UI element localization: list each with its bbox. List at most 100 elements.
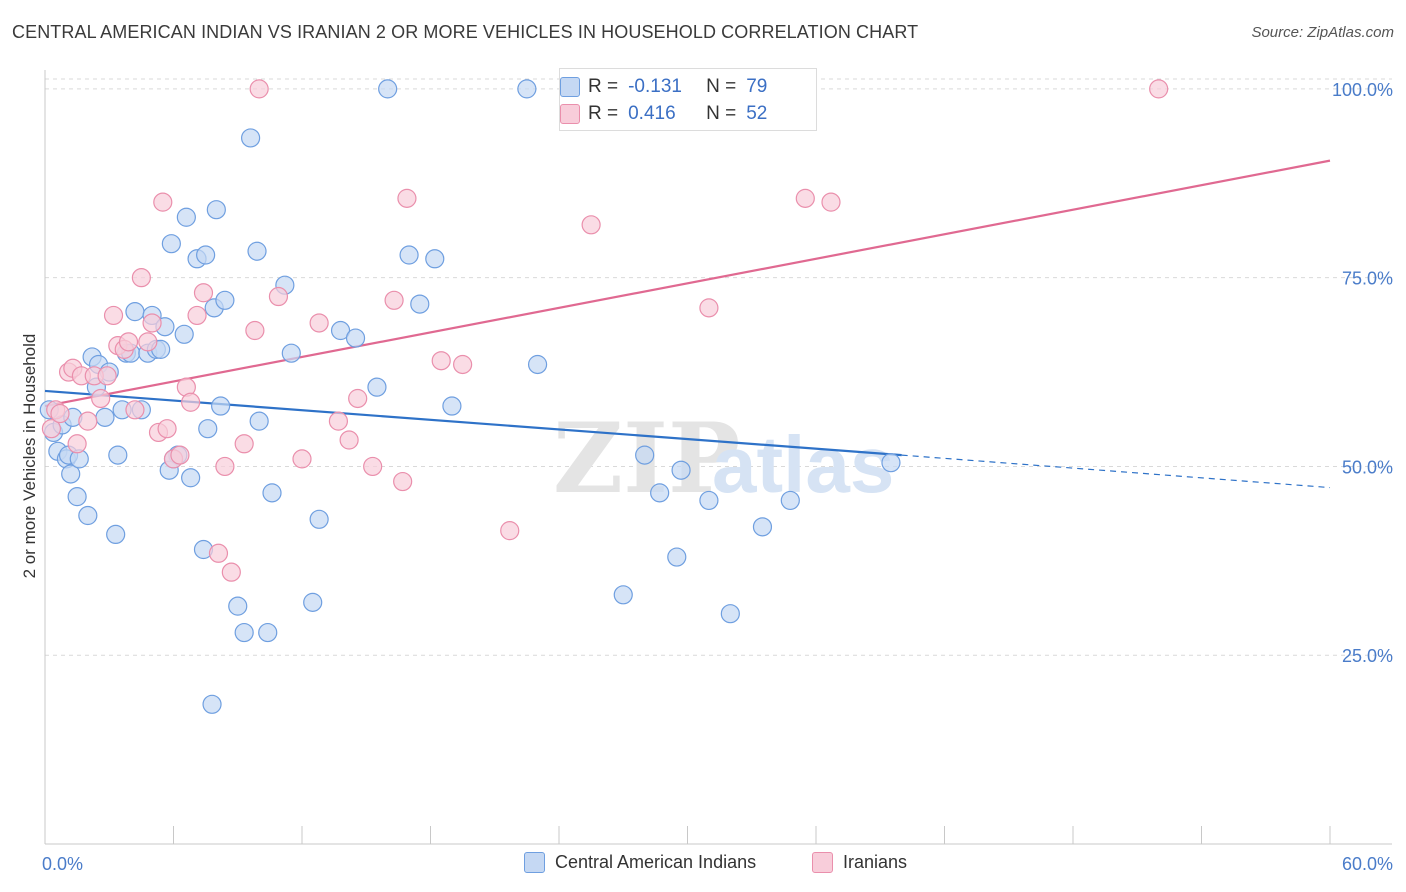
point-central-american <box>650 483 670 503</box>
point-iranian <box>125 400 145 420</box>
y-tick-label: 100.0% <box>1332 80 1393 100</box>
point-iranian <box>384 290 404 310</box>
point-central-american <box>720 604 740 624</box>
point-central-american <box>309 509 329 529</box>
y-axis-label: 2 or more Vehicles in Household <box>20 334 39 579</box>
point-iranian <box>208 543 229 563</box>
point-iranian <box>91 388 111 409</box>
series-legend-iranians: Iranians <box>812 852 907 873</box>
point-central-american <box>635 445 655 465</box>
legend-n-value: 52 <box>746 103 768 124</box>
correlation-legend: R = -0.131 N = 79 R = 0.416 N = 52 <box>559 68 817 131</box>
point-iranian <box>138 332 158 352</box>
point-central-american <box>378 79 398 99</box>
point-iranian <box>153 192 173 212</box>
point-iranian <box>328 411 349 431</box>
point-iranian <box>221 562 241 582</box>
point-central-american <box>211 396 231 416</box>
series-legend-label: Iranians <box>843 852 908 872</box>
point-central-american <box>161 234 181 254</box>
point-iranian <box>67 434 87 454</box>
trendline-extension-central-american <box>901 454 1331 489</box>
point-central-american <box>125 302 145 322</box>
point-iranian <box>292 449 312 469</box>
svg-text:atlas: atlas <box>712 420 894 509</box>
point-iranian <box>795 188 815 208</box>
point-iranian <box>97 366 117 386</box>
point-iranian <box>1149 79 1169 99</box>
point-central-american <box>517 79 537 99</box>
point-central-american <box>399 245 419 265</box>
point-central-american <box>174 324 194 344</box>
point-central-american <box>95 407 115 427</box>
point-central-american <box>67 487 87 507</box>
point-central-american <box>780 490 800 511</box>
series-swatch-pink <box>812 852 833 873</box>
series-legend-label: Central American Indians <box>555 852 757 872</box>
points-layer <box>39 79 1169 714</box>
point-central-american <box>228 596 248 616</box>
point-central-american <box>198 419 218 439</box>
point-central-american <box>78 505 98 526</box>
point-central-american <box>262 483 282 503</box>
point-iranian <box>118 332 139 352</box>
legend-r-value: -0.131 <box>628 76 682 97</box>
y-tick-label: 75.0% <box>1342 269 1393 289</box>
point-central-american <box>176 207 196 227</box>
point-iranian <box>699 298 719 318</box>
chart-title: CENTRAL AMERICAN INDIAN VS IRANIAN 2 OR … <box>12 22 919 42</box>
legend-n-value: 79 <box>746 76 768 97</box>
point-iranian <box>142 313 162 333</box>
series-swatch-blue <box>524 852 545 873</box>
point-central-american <box>367 377 387 397</box>
legend-n-label: N = <box>706 103 737 124</box>
legend-swatch-pink <box>560 104 580 124</box>
point-iranian <box>50 403 70 424</box>
point-central-american <box>345 328 366 348</box>
point-iranian <box>103 305 124 326</box>
point-iranian <box>131 268 151 288</box>
point-iranian <box>170 445 190 465</box>
point-central-american <box>106 524 126 545</box>
series-legend: Central American Indians Iranians <box>0 852 1406 878</box>
point-central-american <box>330 320 351 341</box>
series-legend-central-american: Central American Indians <box>524 852 756 873</box>
y-tick-label: 50.0% <box>1342 457 1393 477</box>
point-central-american <box>206 200 226 220</box>
point-iranian <box>309 313 329 333</box>
point-central-american <box>258 622 278 643</box>
point-iranian <box>500 521 520 541</box>
legend-n-label: N = <box>706 76 737 97</box>
point-central-american <box>196 245 216 265</box>
point-central-american <box>215 290 235 310</box>
point-central-american <box>442 396 462 416</box>
point-iranian <box>249 79 269 99</box>
point-iranian <box>193 283 214 303</box>
point-central-american <box>303 592 323 612</box>
point-iranian <box>393 471 413 492</box>
point-iranian <box>234 434 254 454</box>
source-credit: Source: ZipAtlas.com <box>1251 24 1394 41</box>
legend-r-value: 0.416 <box>628 103 676 124</box>
point-iranian <box>187 305 207 326</box>
point-iranian <box>157 419 177 439</box>
point-central-american <box>247 241 267 261</box>
point-central-american <box>410 294 430 314</box>
point-central-american <box>61 464 81 484</box>
point-iranian <box>268 286 289 307</box>
point-iranian <box>181 392 201 412</box>
point-central-american <box>181 468 201 488</box>
point-iranian <box>245 320 265 341</box>
legend-row-central-american: R = -0.131 N = 79 <box>560 74 768 100</box>
x-tick-label: 0.0% <box>42 854 83 874</box>
point-iranian <box>363 456 383 477</box>
point-iranian <box>348 388 368 409</box>
point-central-american <box>752 517 773 537</box>
legend-row-iranians: R = 0.416 N = 52 <box>560 101 768 127</box>
point-iranian <box>821 192 841 212</box>
point-iranian <box>581 215 601 235</box>
y-tick-label: 25.0% <box>1342 646 1393 666</box>
trendline-iranian <box>44 159 1331 408</box>
legend-swatch-blue <box>560 77 580 97</box>
